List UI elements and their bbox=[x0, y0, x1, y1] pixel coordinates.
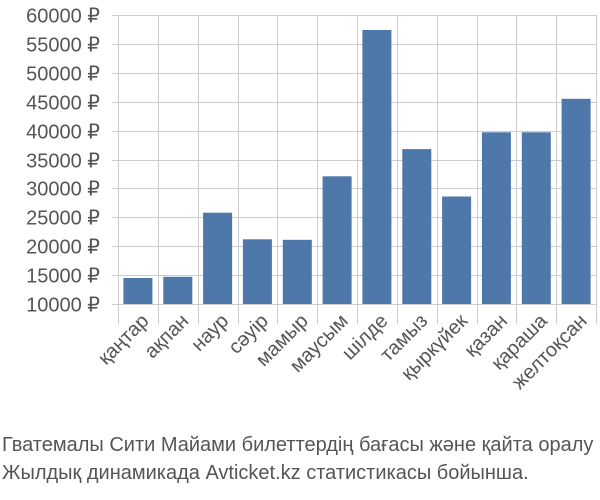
y-tick-label: 25000 ₽ bbox=[26, 208, 100, 230]
y-tick-label: 35000 ₽ bbox=[26, 151, 100, 173]
y-tick-label: 40000 ₽ bbox=[26, 122, 100, 144]
x-tick-label: наур bbox=[187, 310, 233, 356]
y-tick-label: 15000 ₽ bbox=[26, 266, 100, 288]
bar-2 bbox=[163, 276, 193, 304]
bar-7 bbox=[362, 30, 392, 304]
bar-11 bbox=[521, 132, 551, 304]
y-tick-label: 60000 ₽ bbox=[26, 6, 100, 28]
bars bbox=[123, 30, 591, 304]
y-tick-label: 50000 ₽ bbox=[26, 64, 100, 86]
x-tick-label: ақпан bbox=[140, 310, 193, 363]
gridlines bbox=[112, 15, 597, 324]
bar-chart: 10000 ₽ 15000 ₽ 20000 ₽ 25000 ₽ 30000 ₽ 35000… bbox=[26, 6, 597, 394]
bar-8 bbox=[402, 149, 432, 304]
y-tick-label: 30000 ₽ bbox=[26, 179, 100, 201]
chart-caption-line-1: Гватемалы Сити Майами билеттердің бағасы… bbox=[2, 434, 594, 456]
y-axis-tick-labels: 10000 ₽ 15000 ₽ 20000 ₽ 25000 ₽ 30000 ₽ 35000… bbox=[26, 6, 100, 317]
y-tick-label: 20000 ₽ bbox=[26, 237, 100, 259]
bar-4 bbox=[242, 239, 272, 304]
y-tick-label: 45000 ₽ bbox=[26, 93, 100, 115]
bar-12 bbox=[561, 98, 591, 304]
y-tick-label: 10000 ₽ bbox=[26, 295, 100, 317]
bar-1 bbox=[123, 278, 153, 304]
bar-3 bbox=[203, 212, 233, 304]
chart-caption-line-2: Жылдық динамикада Avticket.kz статистика… bbox=[2, 462, 529, 484]
bar-9 bbox=[442, 196, 472, 304]
bar-5 bbox=[282, 239, 312, 304]
y-tick-label: 55000 ₽ bbox=[26, 35, 100, 57]
bar-10 bbox=[481, 132, 511, 304]
bar-6 bbox=[322, 176, 352, 304]
x-tick-label: қаңтар bbox=[94, 310, 153, 369]
